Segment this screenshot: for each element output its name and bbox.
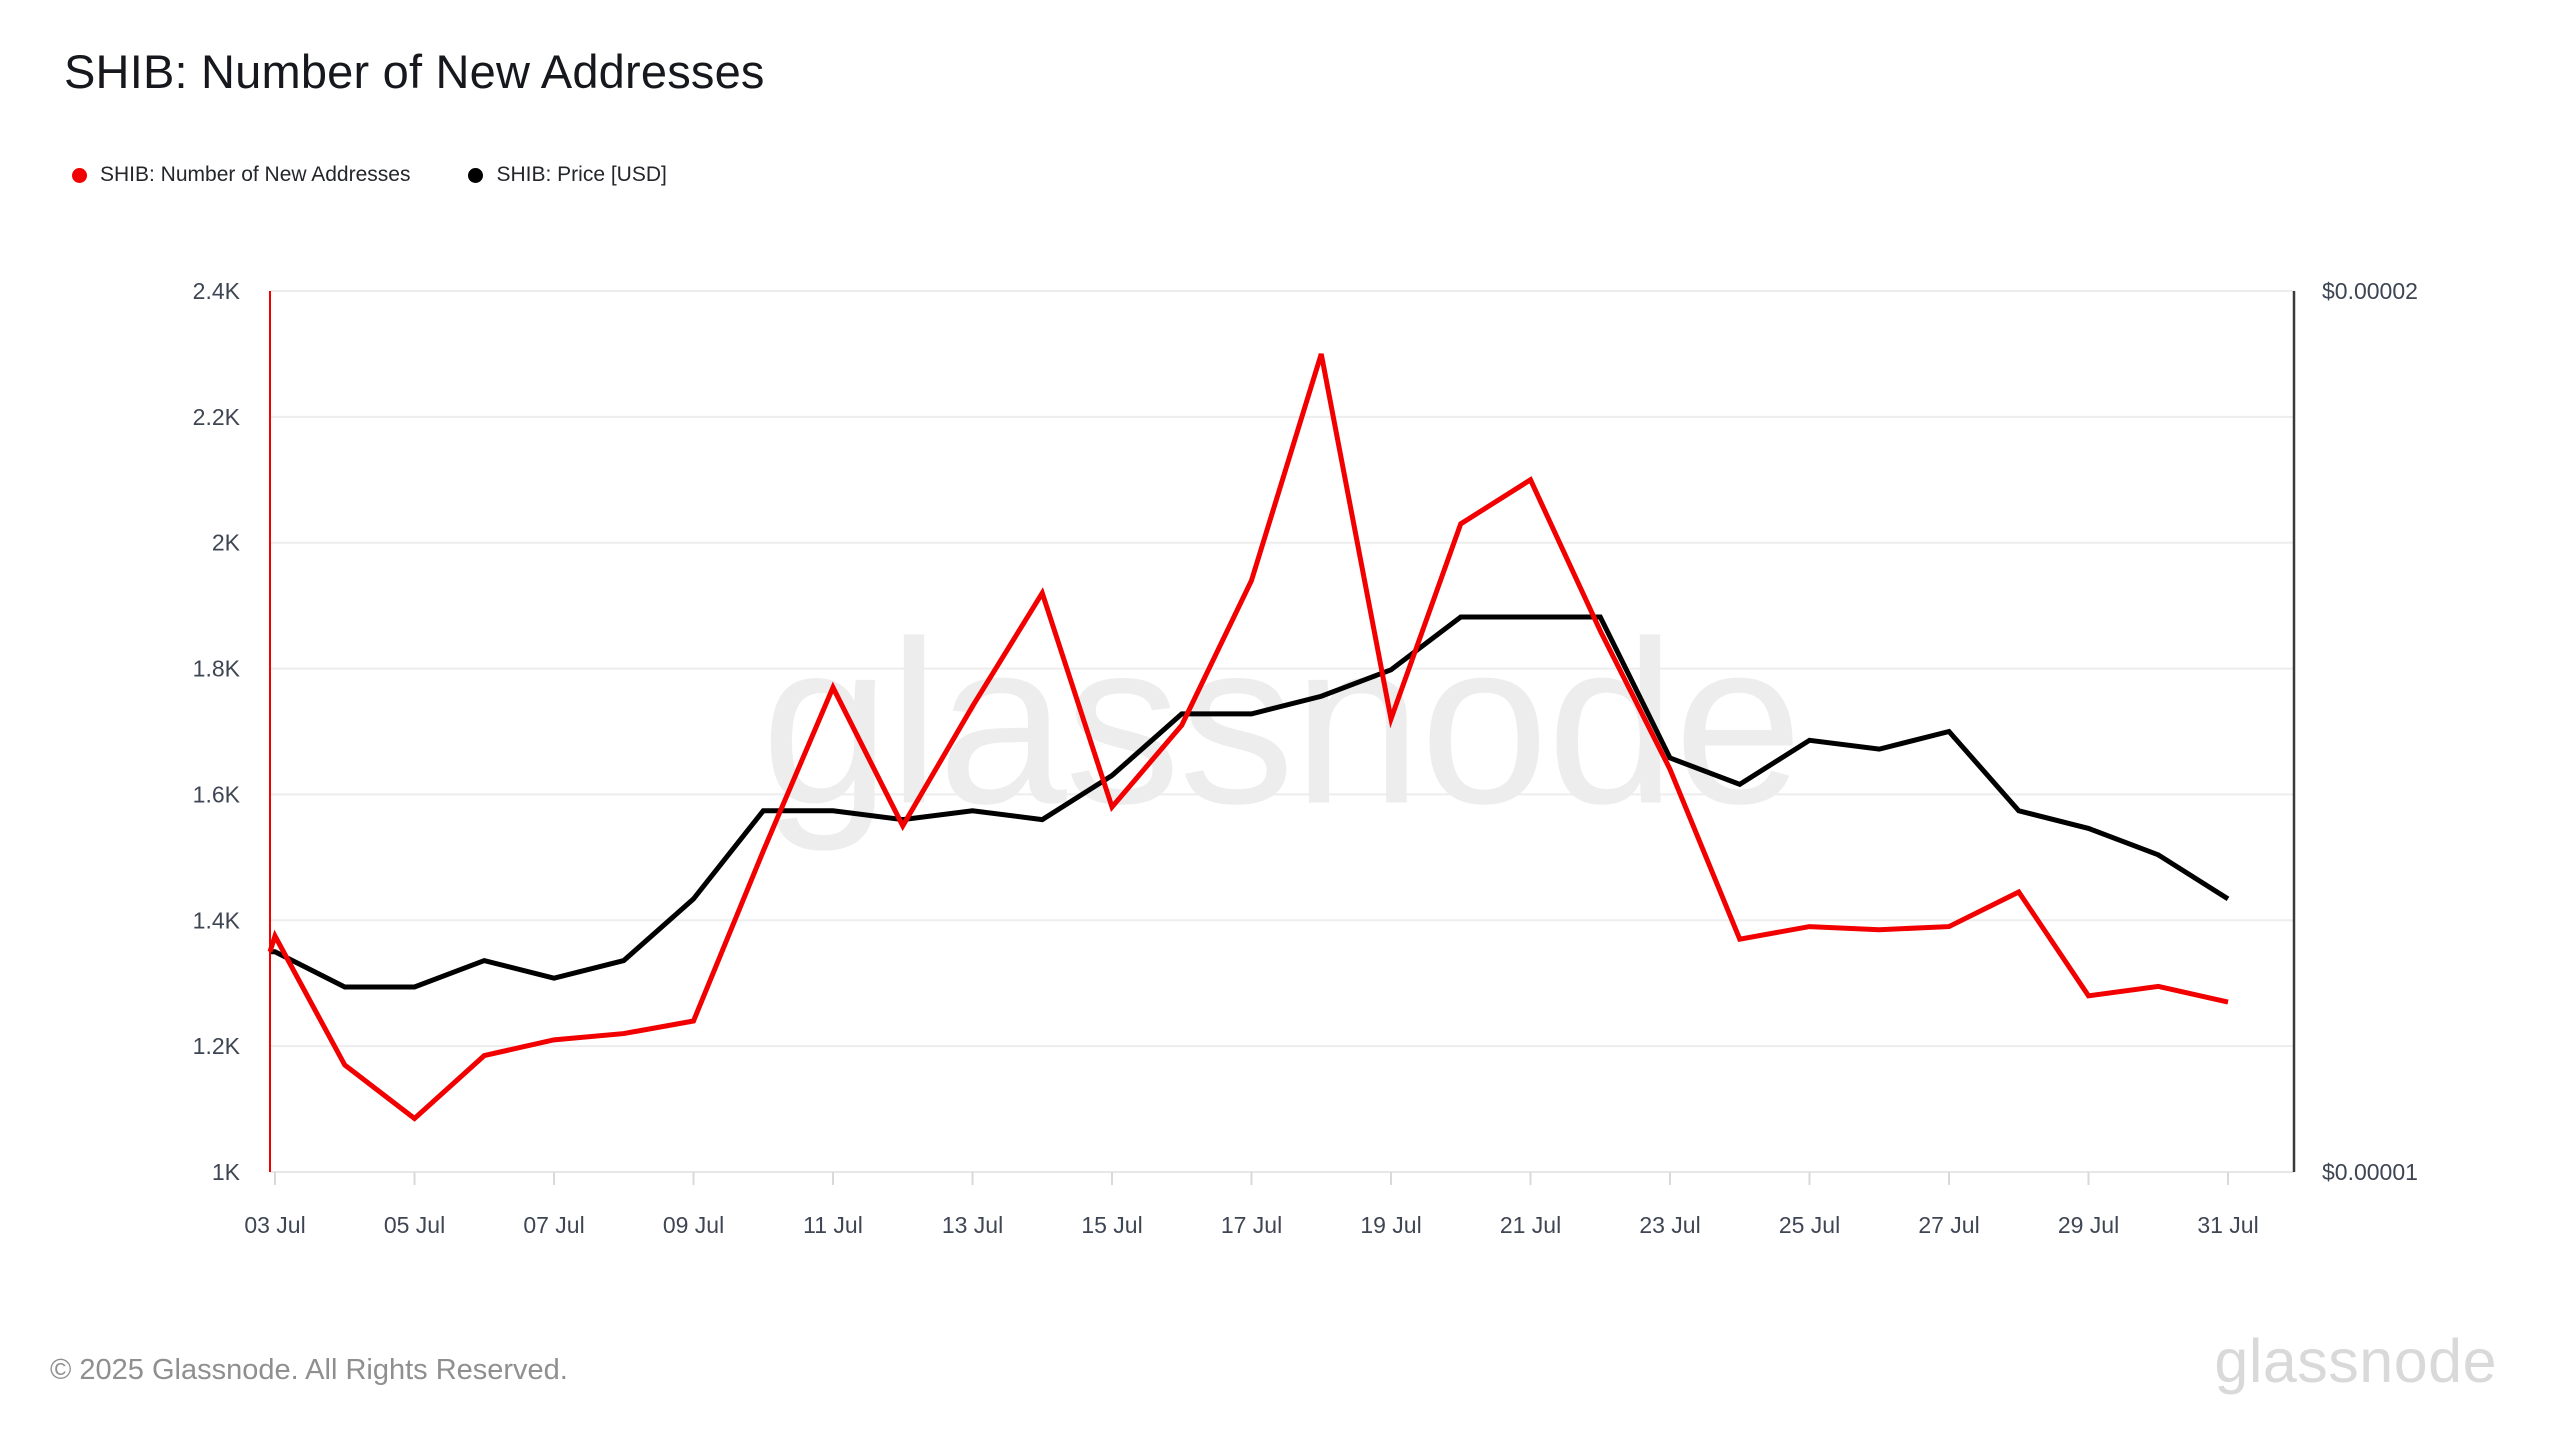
y-tick-label-left: 1.2K bbox=[193, 1033, 241, 1059]
x-tick-label: 11 Jul bbox=[803, 1212, 863, 1238]
y-tick-label-left: 2K bbox=[212, 530, 241, 556]
x-tick-label: 09 Jul bbox=[663, 1212, 724, 1238]
x-tick-label: 05 Jul bbox=[384, 1212, 445, 1238]
y-tick-label-left: 1.4K bbox=[193, 907, 241, 933]
price-line bbox=[270, 614, 2230, 990]
x-tick-label: 29 Jul bbox=[2058, 1212, 2119, 1238]
x-tick-label: 03 Jul bbox=[244, 1212, 305, 1238]
x-tick-label: 21 Jul bbox=[1500, 1212, 1561, 1238]
y-tick-label-left: 2.2K bbox=[193, 404, 241, 430]
y-tick-label-right: $0.00001 bbox=[2322, 1159, 2418, 1185]
legend-label-new-addresses: SHIB: Number of New Addresses bbox=[100, 163, 411, 186]
copyright-text: © 2025 Glassnode. All Rights Reserved. bbox=[50, 1354, 568, 1386]
y-tick-label-left: 2.4K bbox=[193, 278, 241, 304]
x-tick-label: 07 Jul bbox=[523, 1212, 584, 1238]
new-addresses-line bbox=[267, 353, 2229, 1122]
legend-item-new-addresses[interactable]: SHIB: Number of New Addresses bbox=[72, 163, 410, 187]
glassnode-watermark: glassnode bbox=[761, 593, 1803, 853]
y-tick-label-right: $0.00002 bbox=[2322, 278, 2418, 304]
x-tick-label: 15 Jul bbox=[1081, 1212, 1142, 1238]
x-tick-label: 23 Jul bbox=[1639, 1212, 1700, 1238]
x-tick-label: 25 Jul bbox=[1779, 1212, 1840, 1238]
page-title: SHIB: Number of New Addresses bbox=[64, 45, 765, 98]
x-tick-label: 17 Jul bbox=[1221, 1212, 1282, 1238]
y-tick-label-left: 1.6K bbox=[193, 781, 241, 807]
x-tick-label: 13 Jul bbox=[942, 1212, 1003, 1238]
x-tick-label: 19 Jul bbox=[1360, 1212, 1421, 1238]
legend-dot-new-addresses-icon bbox=[72, 167, 87, 183]
x-tick-label: 27 Jul bbox=[1918, 1212, 1979, 1238]
y-tick-label-left: 1K bbox=[212, 1159, 241, 1185]
x-tick-label: 31 Jul bbox=[2197, 1212, 2258, 1238]
glassnode-logo: glassnode bbox=[2214, 1327, 2497, 1395]
legend-item-price[interactable]: SHIB: Price [USD] bbox=[468, 163, 667, 187]
legend-dot-price-icon bbox=[468, 167, 484, 183]
chart-legend: SHIB: Number of New Addresses SHIB: Pric… bbox=[72, 163, 667, 187]
legend-label-price: SHIB: Price [USD] bbox=[496, 163, 667, 186]
y-tick-label-left: 1.8K bbox=[193, 656, 241, 682]
